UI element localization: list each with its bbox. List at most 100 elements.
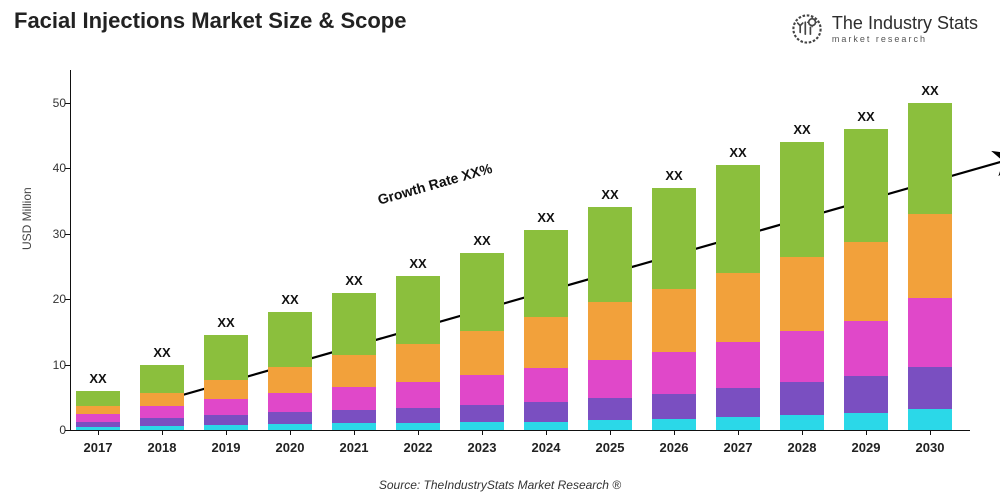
bar-value-label: XX	[392, 256, 444, 271]
logo-subtext: market research	[832, 34, 978, 44]
bar-value-label: XX	[72, 371, 124, 386]
bar-segment	[652, 419, 696, 430]
bar-segment	[332, 387, 376, 410]
bar-segment	[204, 380, 248, 400]
y-tick: 0	[40, 423, 66, 437]
bar	[844, 129, 888, 430]
bar-segment	[908, 367, 952, 410]
page-title: Facial Injections Market Size & Scope	[14, 8, 406, 34]
bar-segment	[76, 391, 120, 406]
bar-segment	[780, 257, 824, 332]
bar-segment	[396, 408, 440, 423]
bar-segment	[780, 142, 824, 257]
x-tick-label: 2022	[390, 440, 446, 455]
bar-segment	[460, 253, 504, 330]
bar	[268, 312, 312, 430]
bar-segment	[588, 207, 632, 302]
logo-text: The Industry Stats	[832, 14, 978, 32]
bar-segment	[908, 214, 952, 298]
bar-segment	[652, 352, 696, 394]
bar-segment	[844, 129, 888, 242]
bar-segment	[396, 344, 440, 382]
bar-segment	[140, 365, 184, 394]
bar-segment	[524, 422, 568, 431]
bar-value-label: XX	[136, 345, 188, 360]
y-tick: 40	[40, 161, 66, 175]
bar-segment	[204, 335, 248, 380]
source-attribution: Source: TheIndustryStats Market Research…	[0, 478, 1000, 492]
bar	[76, 391, 120, 430]
bar-segment	[524, 402, 568, 422]
bar-segment	[524, 317, 568, 368]
bar-segment	[460, 422, 504, 430]
bar-value-label: XX	[648, 168, 700, 183]
bar-segment	[76, 414, 120, 422]
x-tick-label: 2029	[838, 440, 894, 455]
x-tick-label: 2027	[710, 440, 766, 455]
x-tick-label: 2024	[518, 440, 574, 455]
bar-segment	[460, 331, 504, 376]
bar	[908, 103, 952, 430]
bar-value-label: XX	[328, 273, 380, 288]
bar-segment	[204, 399, 248, 415]
bar-segment	[588, 302, 632, 360]
bar	[652, 188, 696, 430]
bar-segment	[908, 298, 952, 367]
x-tick-label: 2030	[902, 440, 958, 455]
y-tick: 10	[40, 358, 66, 372]
bar	[396, 276, 440, 430]
growth-rate-label: Growth Rate XX%	[376, 160, 494, 208]
x-tick-label: 2019	[198, 440, 254, 455]
bar-segment	[268, 312, 312, 366]
bar	[780, 142, 824, 430]
bar-value-label: XX	[520, 210, 572, 225]
bar-value-label: XX	[712, 145, 764, 160]
y-axis-label: USD Million	[20, 187, 34, 250]
bar	[460, 253, 504, 430]
x-tick-label: 2026	[646, 440, 702, 455]
bar-segment	[588, 360, 632, 398]
bar-segment	[652, 289, 696, 352]
bar-segment	[140, 393, 184, 406]
bar-segment	[780, 331, 824, 382]
bar-value-label: XX	[200, 315, 252, 330]
bar-segment	[716, 165, 760, 273]
bar-value-label: XX	[584, 187, 636, 202]
bar-segment	[76, 406, 120, 414]
bar-segment	[844, 321, 888, 376]
bar-segment	[716, 388, 760, 417]
y-tick: 30	[40, 227, 66, 241]
x-axis	[70, 430, 970, 431]
bar-segment	[780, 415, 824, 430]
bar-segment	[332, 410, 376, 423]
x-tick-label: 2028	[774, 440, 830, 455]
bar-value-label: XX	[840, 109, 892, 124]
bar-segment	[716, 342, 760, 388]
bar-segment	[844, 376, 888, 413]
plot-area: Growth Rate XX% XX2017XX2018XX2019XX2020…	[70, 70, 970, 430]
bar-segment	[524, 368, 568, 402]
logo-icon	[790, 12, 824, 46]
x-tick-label: 2023	[454, 440, 510, 455]
bar-segment	[268, 367, 312, 393]
bar-segment	[588, 420, 632, 430]
x-tick-label: 2025	[582, 440, 638, 455]
bar-segment	[908, 103, 952, 214]
y-tick: 20	[40, 292, 66, 306]
bar-segment	[396, 382, 440, 408]
bar-segment	[652, 394, 696, 419]
bar-segment	[140, 406, 184, 418]
bar-segment	[652, 188, 696, 289]
bar	[588, 207, 632, 430]
bar-segment	[844, 413, 888, 430]
bar-segment	[716, 417, 760, 430]
bar-segment	[268, 412, 312, 424]
bar	[140, 365, 184, 430]
bar-segment	[140, 418, 184, 426]
bar-segment	[460, 405, 504, 422]
bar-segment	[908, 409, 952, 430]
bar-segment	[396, 276, 440, 343]
bar-segment	[396, 423, 440, 430]
x-tick-label: 2020	[262, 440, 318, 455]
bar-segment	[332, 355, 376, 388]
